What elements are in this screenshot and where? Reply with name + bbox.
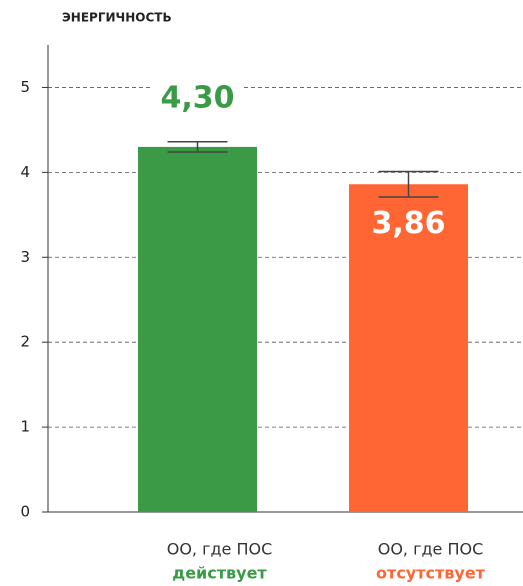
y-tick-label: 1 xyxy=(20,418,30,436)
error-bar xyxy=(378,170,439,198)
bar xyxy=(349,184,468,512)
bar xyxy=(138,146,257,512)
y-tick-label: 2 xyxy=(20,333,30,351)
x-tick-label: ОО, где ПОС xyxy=(167,540,273,559)
x-tick-label-accent: действует xyxy=(172,564,267,583)
y-tick-label: 5 xyxy=(20,78,30,96)
x-tick-label-accent: отсутствует xyxy=(376,564,486,583)
y-tick-label: 4 xyxy=(20,163,30,181)
value-label: 3,86 xyxy=(371,206,445,241)
chart-title: ЭНЕРГИЧНОСТЬ xyxy=(62,11,172,25)
x-tick-label: ОО, где ПОС xyxy=(378,540,484,559)
value-label: 4,30 xyxy=(160,80,234,115)
label-bg xyxy=(152,80,243,117)
error-bar xyxy=(167,141,228,153)
y-tick-label: 0 xyxy=(20,503,30,521)
y-tick-label: 3 xyxy=(20,248,30,266)
